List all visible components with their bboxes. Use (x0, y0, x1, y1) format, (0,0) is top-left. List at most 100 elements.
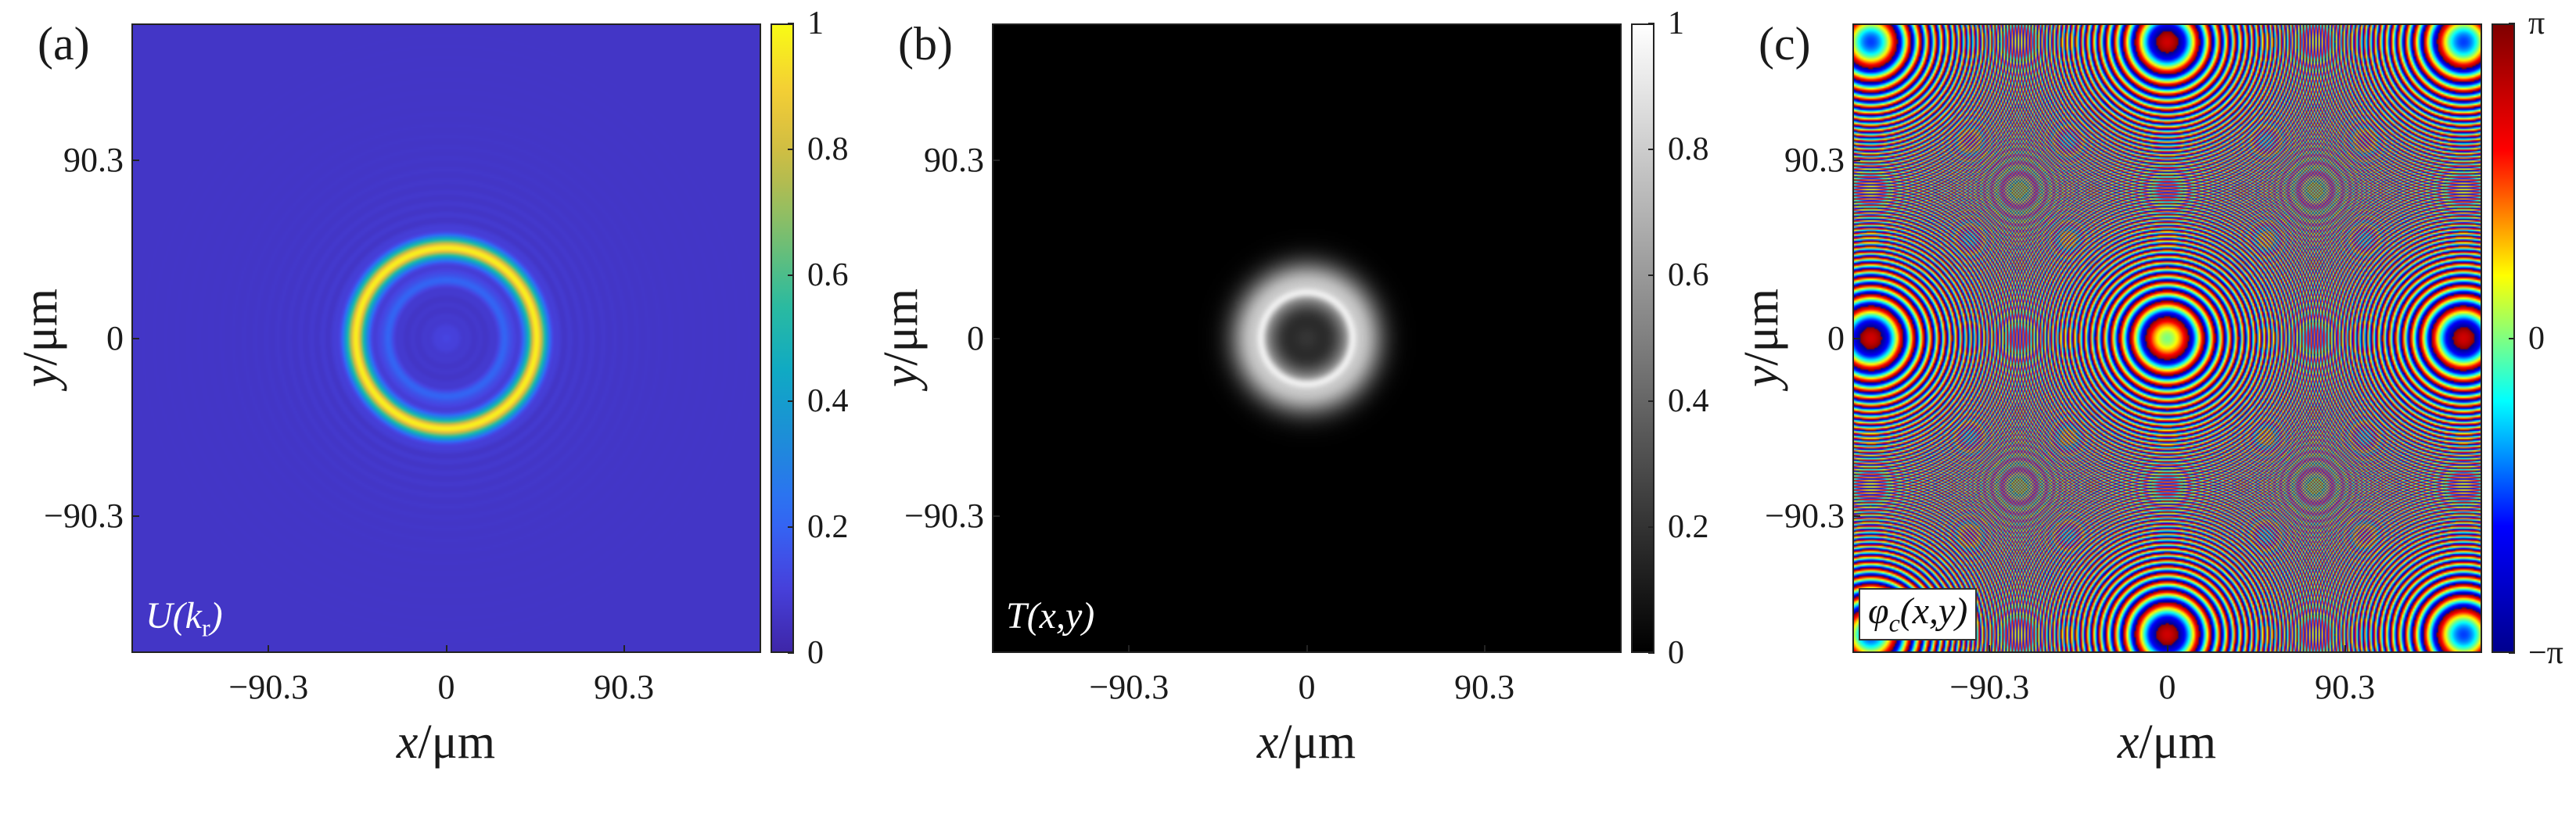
y-tick-mark (1852, 337, 1860, 339)
x-tick-mark (1128, 645, 1130, 653)
colorbar-tick-mark (1648, 652, 1654, 654)
inset-subscript: r (201, 613, 210, 642)
colorbar-tick-label: 0.2 (1668, 509, 1709, 545)
panel-a: (a) U(kr) −90.3 0 90.3 90.3 0 −90.3 1 0.8 0.6 0.4… (0, 0, 860, 818)
y-tick-label: 90.3 (924, 141, 984, 180)
colorbar-tick-label: 0.8 (1668, 131, 1709, 167)
x-tick-mark (1483, 645, 1486, 653)
inset-close: ) (210, 595, 223, 637)
x-axis-label: x/μm (2089, 718, 2245, 766)
y-tick-mark (131, 160, 139, 162)
colorbar-tick-label: π (2528, 5, 2545, 41)
x-tick-mark (2344, 645, 2346, 653)
x-axis-unit: /μm (1278, 716, 1356, 769)
colorbar-tick-mark (2509, 652, 2515, 654)
colorbar-tick-mark (1648, 526, 1654, 528)
colorbar-tick-mark (1648, 23, 1654, 24)
y-tick-mark (1852, 515, 1860, 517)
y-tick-label: −90.3 (904, 496, 984, 535)
colorbar-tick-mark (788, 526, 794, 528)
x-axis-unit: /μm (2139, 716, 2217, 769)
plot-inset-label: U(kr) (138, 594, 231, 644)
colorbar-tick-mark (788, 274, 794, 276)
heatmap-plot (1852, 23, 2482, 653)
y-tick-mark (1852, 160, 1860, 162)
y-tick-mark (131, 337, 139, 339)
y-tick-mark (992, 515, 1000, 517)
colorbar-tick-mark (788, 652, 794, 654)
colorbar (771, 23, 794, 653)
plot-inset-label: φc(x,y) (1859, 588, 1978, 640)
x-tick-label: −90.3 (1949, 668, 2030, 706)
colorbar-tick-label: 1 (807, 5, 824, 41)
colorbar-tick-mark (788, 149, 794, 150)
heatmap-plot (992, 23, 1622, 653)
x-tick-label: 90.3 (1454, 668, 1515, 706)
y-axis-unit: /μm (1735, 288, 1788, 366)
y-tick-label: 90.3 (1784, 141, 1845, 180)
colorbar-tick-label: 0.8 (807, 131, 849, 167)
y-axis-var: y (1735, 365, 1788, 388)
x-tick-mark (1989, 645, 1991, 653)
colorbar-tick-label: 0.2 (807, 509, 849, 545)
plot-inset-label: T(x,y) (1006, 595, 1095, 637)
colorbar-tick-mark (1648, 400, 1654, 402)
panel-c: (c) φc(x,y) −90.3 0 90.3 90.3 0 −90.3 π 0 −π x/μ… (1721, 0, 2576, 818)
colorbar-tick-mark (788, 400, 794, 402)
y-tick-mark (131, 515, 139, 517)
colorbar-tick-label: 1 (1668, 5, 1684, 41)
x-axis-unit: /μm (418, 716, 496, 769)
x-tick-mark (445, 645, 447, 653)
inset-text: φ (1868, 590, 1889, 632)
x-tick-label: −90.3 (228, 668, 309, 706)
panel-label: (c) (1759, 18, 1811, 70)
heatmap-plot (131, 23, 761, 653)
x-tick-label: −90.3 (1089, 668, 1169, 706)
colorbar-tick-mark (1648, 149, 1654, 150)
x-tick-label: 90.3 (2315, 668, 2376, 706)
colorbar-tick-mark (788, 23, 794, 24)
x-axis-var: x (1256, 716, 1279, 769)
colorbar-tick-label: −π (2528, 635, 2563, 671)
colorbar-tick-mark (2509, 23, 2515, 24)
colorbar-tick-label: 0 (807, 635, 824, 671)
colorbar-tick-label: 0 (1668, 635, 1684, 671)
x-axis-var: x (2117, 716, 2139, 769)
y-axis-unit: /μm (14, 288, 67, 366)
x-tick-label: 0 (437, 668, 455, 706)
y-tick-label: −90.3 (1765, 496, 1845, 535)
y-axis-var: y (875, 365, 928, 388)
colorbar-tick-label: 0 (2528, 320, 2545, 357)
colorbar-tick-mark (2509, 337, 2515, 339)
y-axis-var: y (14, 365, 67, 388)
colorbar-tick-label: 0.4 (807, 383, 849, 419)
colorbar-tick-label: 0.6 (1668, 257, 1709, 293)
y-axis-unit: /μm (875, 288, 928, 366)
panel-label: (b) (898, 18, 953, 70)
y-tick-label: 90.3 (63, 141, 124, 180)
inset-text: U(k (146, 595, 202, 637)
x-axis-label: x/μm (368, 718, 524, 766)
heatmap-canvas (131, 23, 761, 653)
x-axis-var: x (396, 716, 419, 769)
colorbar-tick-label: 0.6 (807, 257, 849, 293)
x-tick-mark (1306, 645, 1308, 653)
x-tick-mark (268, 645, 270, 653)
inset-subscript: c (1888, 608, 1900, 637)
colorbar-tick-label: 0.4 (1668, 383, 1709, 419)
y-tick-label: 0 (1827, 318, 1845, 357)
colorbar (1631, 23, 1654, 653)
x-tick-mark (623, 645, 625, 653)
y-tick-mark (992, 160, 1000, 162)
x-tick-label: 90.3 (594, 668, 655, 706)
inset-close: (x,y) (1899, 590, 1968, 632)
y-tick-label: 0 (106, 318, 124, 357)
x-tick-label: 0 (1298, 668, 1316, 706)
x-tick-label: 0 (2158, 668, 2176, 706)
y-tick-label: −90.3 (44, 496, 124, 535)
panel-b: (b) T(x,y) −90.3 0 90.3 90.3 0 −90.3 1 0.8 0.6 0.… (860, 0, 1721, 818)
panel-label: (a) (38, 18, 90, 70)
y-tick-label: 0 (967, 318, 984, 357)
colorbar-tick-mark (1648, 274, 1654, 276)
y-tick-mark (992, 337, 1000, 339)
